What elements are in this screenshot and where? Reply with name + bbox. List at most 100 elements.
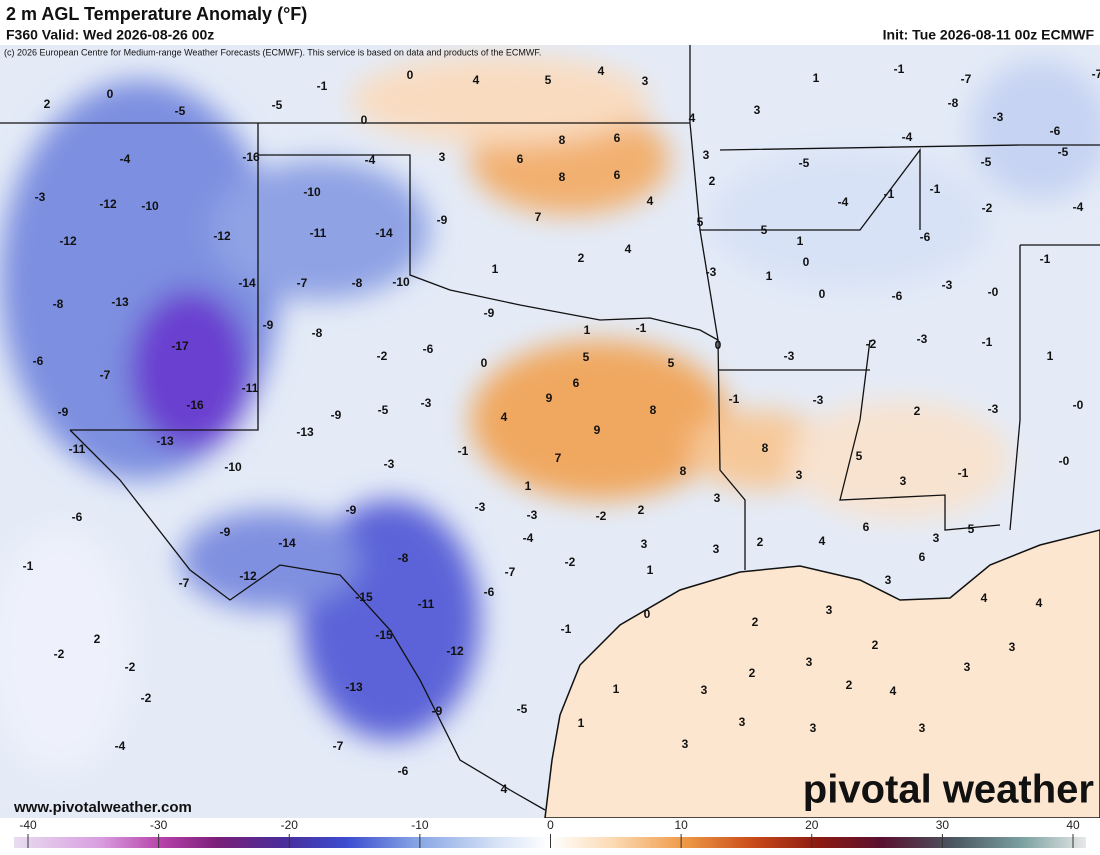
map-label: -0 <box>1073 398 1084 412</box>
map-label: -3 <box>475 500 486 514</box>
map-label: -10 <box>392 275 410 289</box>
map-label: -4 <box>838 195 849 209</box>
map-label: -16 <box>186 398 204 412</box>
map-label: 3 <box>964 660 971 674</box>
map-label: -3 <box>917 332 928 346</box>
map-label: 8 <box>559 133 566 147</box>
map-label: 4 <box>981 591 988 605</box>
colorbar-tick-label: 30 <box>936 818 950 832</box>
map-label: 0 <box>481 356 488 370</box>
map-label: 0 <box>803 255 810 269</box>
map-label: -8 <box>352 276 363 290</box>
map-label: -10 <box>303 185 321 199</box>
colorbar-tick-label: 40 <box>1066 818 1080 832</box>
map-label: 3 <box>885 573 892 587</box>
map-label: 1 <box>766 269 773 283</box>
map-label: -14 <box>238 276 256 290</box>
map-label: 9 <box>546 391 553 405</box>
map-label: 3 <box>1009 640 1016 654</box>
map-label: -7 <box>179 576 190 590</box>
map-label: 3 <box>810 721 817 735</box>
map-label: -3 <box>527 508 538 522</box>
map-label: -11 <box>418 597 435 611</box>
map-label: 2 <box>757 535 764 549</box>
map-label: 2 <box>94 632 101 646</box>
map-label: 6 <box>573 376 580 390</box>
map-label: 4 <box>689 111 696 125</box>
colorbar-ticks: -40 -30 -20 -10 0 10 20 30 40 <box>19 818 1080 848</box>
map-label: -12 <box>239 569 257 583</box>
map-label: 1 <box>647 563 654 577</box>
map-label: -7 <box>505 565 516 579</box>
map-label: -0 <box>1059 454 1070 468</box>
map-label: -2 <box>565 555 576 569</box>
map-label: -8 <box>948 96 959 110</box>
map-label: -3 <box>784 349 795 363</box>
map-label: 1 <box>1047 349 1054 363</box>
map-label: 0 <box>407 68 414 82</box>
map-label: -9 <box>331 408 342 422</box>
map-label: 1 <box>578 716 585 730</box>
map-label: -9 <box>346 503 357 517</box>
map-label: -3 <box>35 190 46 204</box>
map-label: -9 <box>58 405 69 419</box>
map-label: 8 <box>650 403 657 417</box>
map-label: -16 <box>242 150 260 164</box>
map-label: -9 <box>437 213 448 227</box>
map-label: -15 <box>375 628 393 642</box>
map-label: -15 <box>355 590 373 604</box>
map-label: -4 <box>1073 200 1084 214</box>
map-label: 1 <box>584 323 591 337</box>
map-label: -6 <box>484 585 495 599</box>
map-label: 1 <box>797 234 804 248</box>
map-label: 3 <box>754 103 761 117</box>
map-label: 4 <box>501 782 508 796</box>
colorbar-tick-label: 0 <box>547 818 554 832</box>
map-label: -11 <box>69 442 86 456</box>
map-label: -3 <box>988 402 999 416</box>
map-label: 2 <box>872 638 879 652</box>
map-label: 3 <box>713 542 720 556</box>
map-label: -13 <box>345 680 363 694</box>
map-label: 6 <box>863 520 870 534</box>
map-label: 3 <box>714 491 721 505</box>
map-label: -2 <box>377 349 388 363</box>
map <box>0 45 1100 819</box>
map-label: 4 <box>501 410 508 424</box>
colorbar-tick-label: 10 <box>674 818 688 832</box>
map-label: -4 <box>902 130 913 144</box>
website: www.pivotalweather.com <box>13 799 192 816</box>
map-label: -3 <box>421 396 432 410</box>
colorbar-tick-label: -30 <box>150 818 168 832</box>
map-label: -6 <box>1050 124 1061 138</box>
map-label: -3 <box>993 110 1004 124</box>
map-label: 4 <box>890 684 897 698</box>
map-label: -6 <box>398 764 409 778</box>
map-label: -2 <box>982 201 993 215</box>
map-label: -17 <box>171 339 189 353</box>
map-label: -1 <box>894 62 905 76</box>
map-label: -4 <box>120 152 131 166</box>
map-label: -9 <box>432 704 443 718</box>
map-label: 3 <box>900 474 907 488</box>
map-label: -11 <box>310 226 327 240</box>
map-label: 3 <box>739 715 746 729</box>
map-label: 1 <box>813 71 820 85</box>
map-label: -5 <box>378 403 389 417</box>
map-label: -14 <box>375 226 393 240</box>
map-label: 4 <box>647 194 654 208</box>
map-label: 2 <box>749 666 756 680</box>
map-label: 3 <box>682 737 689 751</box>
map-label: 5 <box>697 215 704 229</box>
map-label: -3 <box>942 278 953 292</box>
map-label: 2 <box>846 678 853 692</box>
map-label: -12 <box>446 644 464 658</box>
map-label: -4 <box>115 739 126 753</box>
map-label: 6 <box>614 168 621 182</box>
map-label: -7 <box>1092 67 1100 81</box>
map-label: -6 <box>423 342 434 356</box>
logo: pivotal weather <box>803 768 1094 812</box>
map-label: -6 <box>920 230 931 244</box>
map-label: -3 <box>813 393 824 407</box>
